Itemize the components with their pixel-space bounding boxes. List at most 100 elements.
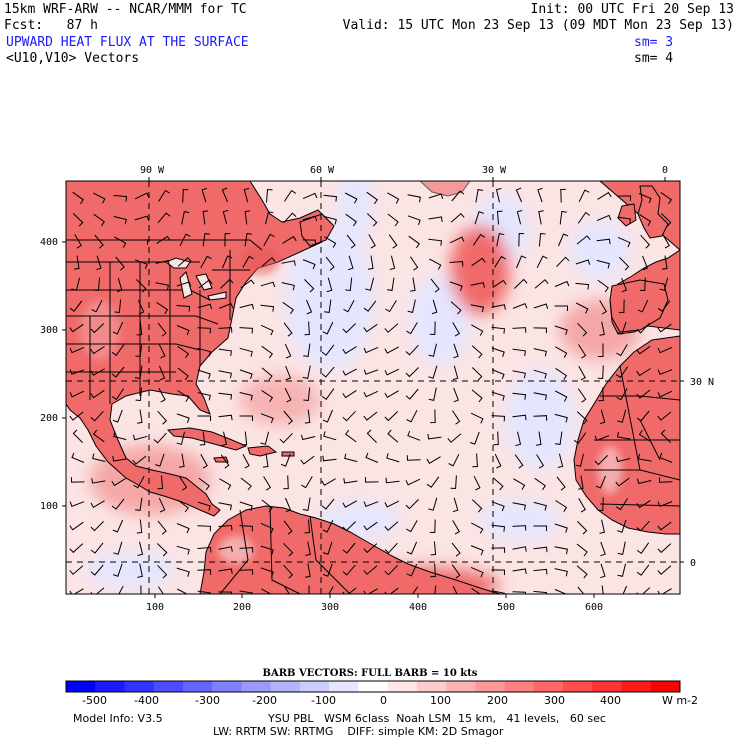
wind-barb	[515, 431, 522, 446]
wind-barb	[140, 585, 142, 594]
wind-barb	[279, 432, 293, 444]
wind-barb	[491, 569, 506, 576]
wind-barb	[470, 412, 484, 424]
wind-barb	[657, 543, 672, 554]
wind-barb	[366, 213, 378, 227]
grid-x-label-500: 500	[497, 602, 515, 613]
wind-barb	[599, 321, 605, 336]
colorbar-cell	[446, 681, 476, 692]
wind-barb	[384, 521, 399, 532]
wind-barb	[133, 476, 145, 489]
wind-barb	[638, 430, 651, 442]
wind-barb	[72, 213, 84, 227]
wind-barb	[600, 541, 606, 557]
wind-barb	[302, 192, 318, 200]
colorbar-cell	[153, 681, 184, 692]
wind-barb	[177, 345, 190, 359]
wind-barb	[218, 392, 233, 400]
wind-barb	[322, 455, 337, 462]
wind-barb	[111, 388, 125, 401]
wind-barb	[495, 188, 502, 203]
wind-barb	[451, 564, 461, 579]
wind-barb	[491, 369, 505, 380]
wind-barb	[218, 327, 233, 333]
wind-barb	[118, 586, 124, 594]
wind-barb	[342, 410, 356, 422]
wind-barb	[430, 563, 436, 578]
wind-barb	[491, 326, 506, 334]
wind-barb	[282, 235, 297, 244]
colorbar-cell	[563, 681, 593, 692]
wind-barb	[265, 211, 274, 225]
wind-barb	[513, 478, 526, 490]
wind-barb	[242, 255, 254, 268]
wind-barb	[536, 454, 545, 469]
wind-barb	[302, 239, 317, 246]
wind-barb	[157, 410, 168, 425]
wind-barb	[157, 586, 164, 594]
wind-barb	[406, 455, 421, 461]
wind-barb	[176, 431, 185, 445]
wind-barb	[617, 563, 626, 577]
wind-barb	[112, 321, 124, 335]
wind-barb	[302, 365, 311, 379]
wind-barb	[617, 216, 631, 224]
wind-barb	[639, 277, 646, 292]
wind-barb	[74, 234, 82, 249]
wind-barb	[156, 301, 169, 315]
wind-barb	[575, 282, 590, 290]
wind-barb	[469, 431, 480, 445]
wind-barb	[90, 542, 104, 554]
wind-barb	[137, 541, 144, 556]
wind-barb	[158, 189, 170, 202]
wind-barb	[475, 189, 484, 203]
colorbar-cell	[182, 681, 213, 692]
wind-barb	[239, 525, 254, 532]
wind-barb	[384, 390, 399, 398]
wind-barb	[428, 216, 443, 222]
wind-barb	[578, 189, 590, 203]
wind-barb	[132, 434, 148, 441]
wind-barb	[405, 388, 419, 400]
wind-barb	[555, 346, 568, 358]
wind-barb	[384, 500, 400, 508]
wind-barb	[176, 325, 190, 336]
wind-barb	[176, 413, 190, 424]
wind-barb	[158, 497, 166, 513]
wind-barb	[301, 434, 316, 441]
wind-barb	[134, 239, 149, 245]
wind-barb	[158, 388, 166, 403]
wind-barb	[69, 521, 84, 531]
wind-barb	[69, 565, 84, 575]
wind-barb	[406, 563, 418, 577]
colorbar-label-0: 0	[380, 694, 387, 707]
model-physics: YSU PBL WSM 6class Noah LSM 15 km, 41 le…	[268, 712, 606, 725]
wind-barb	[659, 277, 669, 291]
wind-barb	[176, 523, 190, 534]
wind-barb	[342, 368, 357, 376]
wind-barb	[657, 390, 673, 398]
wind-barb	[260, 304, 275, 312]
wind-barb	[283, 189, 297, 202]
wind-barb	[657, 346, 673, 354]
wind-barb	[384, 542, 398, 554]
wind-barb	[197, 525, 212, 532]
wind-barb	[323, 541, 333, 555]
wind-barb	[617, 541, 626, 555]
wind-barb	[555, 500, 568, 512]
wind-barb	[534, 477, 546, 491]
wind-barb	[90, 500, 105, 508]
wind-barb	[470, 545, 484, 556]
wind-barb	[428, 387, 437, 401]
wind-barb	[113, 195, 128, 202]
wind-barb	[202, 210, 209, 225]
wind-barb	[92, 192, 106, 204]
wind-barb	[113, 541, 123, 555]
wind-barb	[111, 478, 126, 487]
wind-barb	[305, 563, 311, 578]
colorbar-cell	[124, 681, 155, 692]
wind-barb	[493, 431, 499, 446]
wind-barb	[554, 325, 568, 335]
wind-barb	[453, 387, 459, 403]
wind-barb	[512, 327, 527, 333]
